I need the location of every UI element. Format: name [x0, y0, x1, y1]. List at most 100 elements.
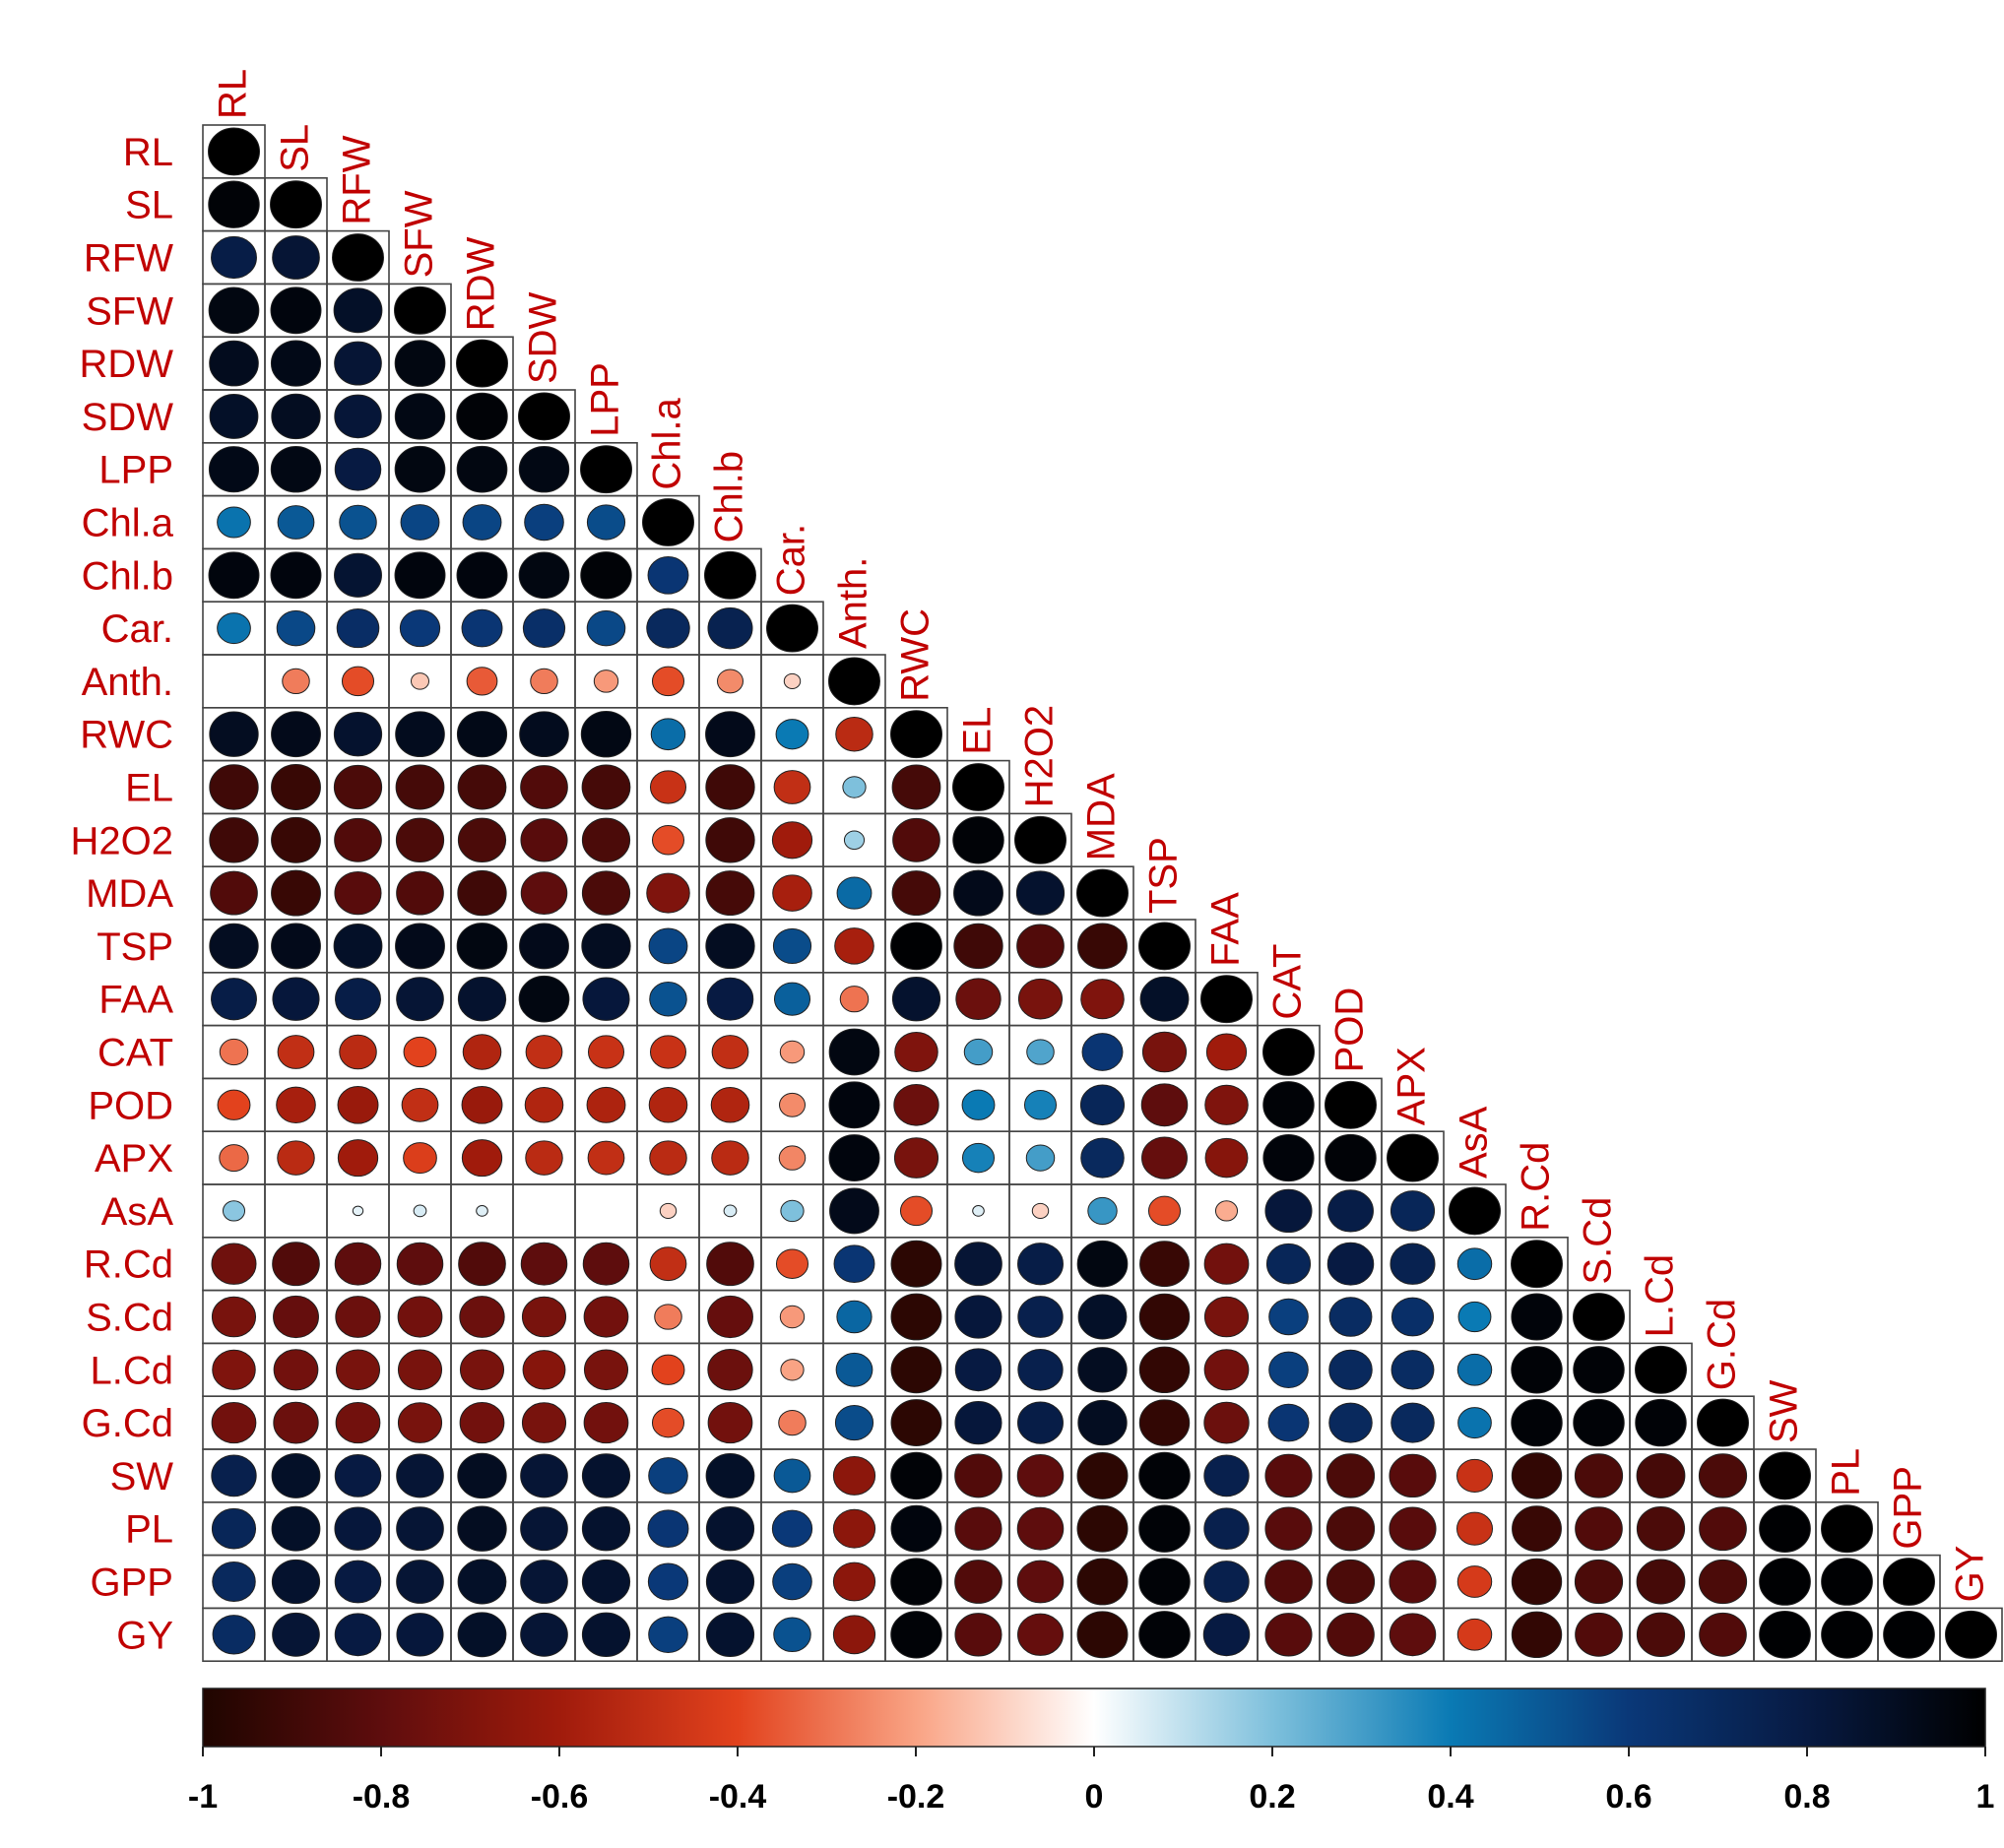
corr-circle-L.Cd-RWC [890, 1346, 942, 1394]
corr-circle-PL-PL [1821, 1504, 1873, 1554]
column-label: RFW [336, 135, 379, 224]
corr-circle-GPP-SFW [396, 1560, 444, 1604]
corr-circle-APX-RDW [461, 1139, 503, 1178]
corr-circle-MDA-RL [210, 870, 258, 916]
row-label: APX [95, 1137, 173, 1180]
corr-circle-SW-Anth. [832, 1455, 876, 1496]
corr-circle-G.Cd-RFW [335, 1402, 381, 1444]
corr-circle-GPP-RDW [457, 1559, 507, 1605]
corr-circle-S.Cd-Anth. [836, 1300, 873, 1334]
corr-circle-R.Cd-EL [954, 1242, 1002, 1287]
corr-circle-FAA-Anth. [839, 986, 870, 1013]
corr-circle-PL-RDW [457, 1505, 507, 1552]
column-label: L.Cd [1639, 1254, 1682, 1338]
corr-circle-RWC-Chl.a [650, 718, 686, 751]
row-label: H2O2 [71, 819, 174, 862]
corr-circle-SW-L.Cd [1636, 1452, 1686, 1498]
corr-circle-LPP-RFW [334, 447, 382, 491]
corr-circle-R.Cd-FAA [1203, 1243, 1250, 1285]
corr-circle-FAA-FAA [1200, 975, 1253, 1024]
corr-circle-SW-CAT [1264, 1453, 1313, 1498]
row-label: PL [125, 1508, 173, 1552]
corr-circle-H2O2-H2O2 [1014, 815, 1067, 864]
corr-circle-MDA-SL [271, 869, 321, 917]
corr-circle-POD-Chl.a [648, 1087, 688, 1123]
corr-circle-MDA-H2O2 [1015, 870, 1066, 916]
column-label: LPP [584, 362, 627, 437]
corr-circle-APX-FAA [1204, 1137, 1249, 1179]
corr-circle-G.Cd-RL [211, 1402, 257, 1444]
corr-circle-Anth.-Chl.b [717, 669, 743, 694]
column-label: R.Cd [1515, 1142, 1558, 1232]
corr-circle-G.Cd-Chl.b [707, 1402, 753, 1444]
corr-circle-AsA-Car. [780, 1199, 805, 1223]
corr-circle-SW-R.Cd [1511, 1452, 1563, 1499]
corr-circle-GPP-APX [1389, 1560, 1437, 1604]
corr-circle-RWC-RL [209, 711, 259, 757]
corr-circle-FAA-Car. [773, 982, 811, 1016]
corr-circle-CAT-SDW [525, 1035, 563, 1069]
corr-circle-CAT-LPP [587, 1035, 625, 1069]
corr-circle-PL-SFW [396, 1506, 444, 1552]
corr-circle-SW-SDW [520, 1453, 568, 1498]
corr-circle-L.Cd-RL [212, 1349, 256, 1390]
corr-circle-GY-Chl.a [648, 1616, 688, 1654]
corr-circle-APX-CAT [1262, 1134, 1315, 1182]
corr-circle-MDA-LPP [581, 870, 631, 916]
corr-circle-SFW-SFW [394, 286, 446, 335]
corr-circle-L.Cd-SL [273, 1349, 319, 1391]
corr-circle-SW-LPP [581, 1453, 631, 1498]
corr-circle-Chl.b-RFW [334, 552, 382, 598]
colorbar-tick-label: 0.2 [1249, 1778, 1295, 1816]
corr-circle-PL-SDW [520, 1506, 568, 1552]
corr-circle-CAT-RDW [462, 1034, 502, 1070]
corr-circle-SW-RL [211, 1454, 257, 1498]
corr-circle-S.Cd-RWC [890, 1293, 942, 1341]
corr-circle-SDW-SFW [394, 393, 446, 440]
corr-circle-SW-RWC [890, 1451, 942, 1500]
corr-circle-Chl.a-SL [277, 505, 315, 540]
corr-circle-SW-EL [954, 1453, 1002, 1498]
corr-circle-TSP-MDA [1077, 923, 1128, 970]
corr-circle-RWC-Chl.b [705, 711, 755, 758]
corr-circle-GPP-L.Cd [1636, 1559, 1686, 1605]
corr-circle-SFW-RL [208, 287, 260, 335]
corr-circle-S.Cd-CAT [1268, 1298, 1309, 1336]
colorbar-tick-label: 0.8 [1783, 1778, 1830, 1816]
column-label: SW [1763, 1379, 1806, 1443]
column-label: PL [1825, 1448, 1868, 1497]
corr-circle-FAA-SL [272, 977, 320, 1021]
corr-circle-PL-POD [1325, 1506, 1376, 1552]
corr-circle-R.Cd-LPP [582, 1242, 630, 1286]
corr-circle-AsA-RWC [899, 1195, 934, 1227]
corr-circle-AsA-FAA [1214, 1200, 1239, 1222]
corr-circle-R.Cd-RFW [334, 1242, 382, 1286]
corr-circle-POD-POD [1325, 1080, 1377, 1129]
corr-circle-L.Cd-Chl.b [707, 1348, 753, 1391]
corr-circle-G.Cd-L.Cd [1635, 1398, 1687, 1447]
corr-circle-RWC-SL [271, 711, 321, 758]
corr-circle-H2O2-Car. [771, 821, 813, 860]
corr-circle-RWC-SDW [519, 711, 569, 758]
corr-circle-CAT-Chl.b [711, 1035, 749, 1069]
corr-circle-Car.-Chl.b [707, 606, 753, 650]
corr-circle-GPP-G.Cd [1698, 1559, 1748, 1605]
corr-circle-CAT-Chl.a [649, 1035, 687, 1069]
corr-circle-FAA-RL [211, 978, 257, 1021]
corr-circle-APX-EL [961, 1142, 996, 1174]
row-label: RWC [80, 714, 173, 757]
corr-circle-R.Cd-R.Cd [1511, 1240, 1563, 1289]
corr-circle-L.Cd-SDW [522, 1350, 566, 1390]
corr-circle-POD-FAA [1204, 1084, 1249, 1125]
corr-circle-S.Cd-R.Cd [1511, 1293, 1563, 1341]
corr-circle-R.Cd-RWC [890, 1240, 942, 1288]
corr-circle-SW-SFW [396, 1453, 444, 1498]
corr-circle-TSP-Anth. [834, 927, 874, 965]
corr-circle-PL-RFW [334, 1506, 382, 1551]
corr-circle-GPP-Chl.a [647, 1562, 689, 1601]
corr-circle-G.Cd-SL [273, 1401, 319, 1444]
corr-circle-G.Cd-FAA [1203, 1401, 1250, 1444]
corr-circle-R.Cd-POD [1326, 1242, 1375, 1286]
corr-circle-FAA-LPP [582, 977, 630, 1021]
column-label: Chl.b [708, 451, 751, 542]
